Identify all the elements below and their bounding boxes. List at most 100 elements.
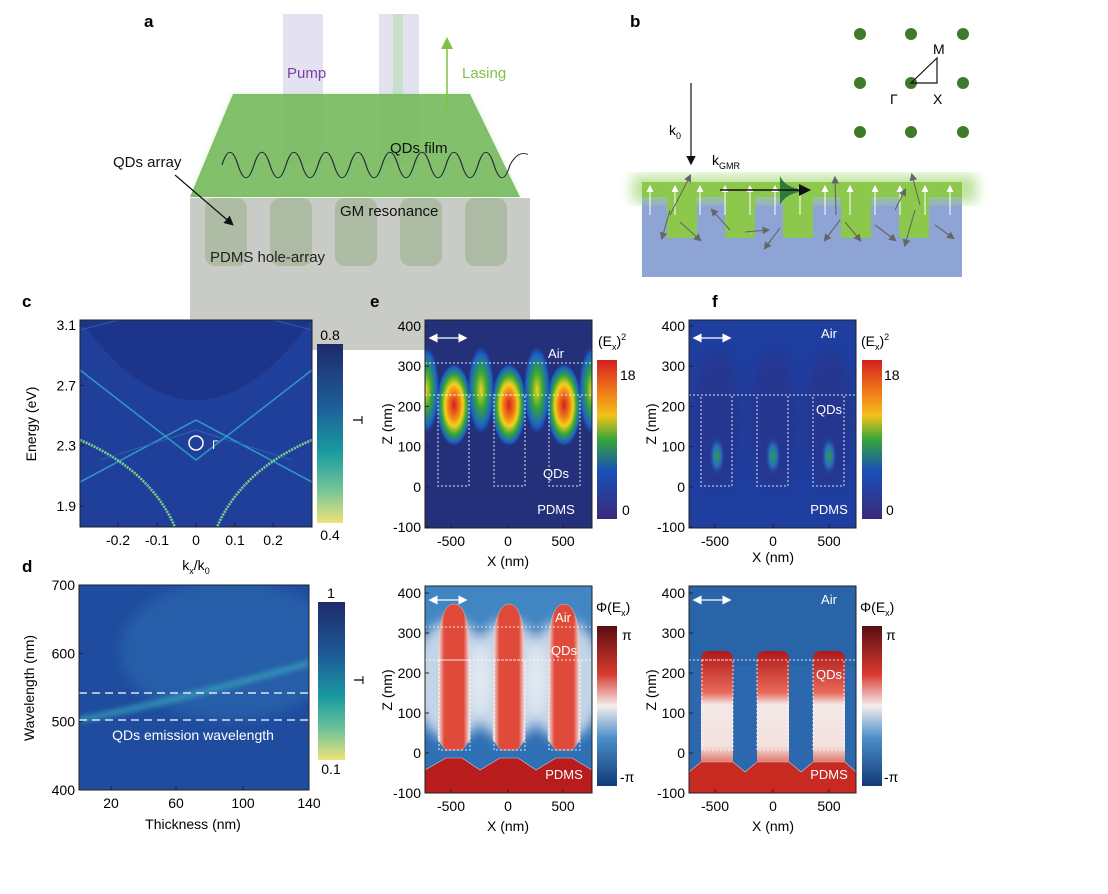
tick-label: 400 xyxy=(398,318,422,334)
tick-label: 400 xyxy=(662,585,686,601)
y-axis-label: Wavelength (nm) xyxy=(21,635,37,741)
brillouin-triangle xyxy=(909,56,938,84)
y-axis-label: Z (nm) xyxy=(643,403,659,444)
lasing-label: Lasing xyxy=(462,65,506,82)
tick-label: 0 xyxy=(769,798,777,814)
tick-label: 500 xyxy=(52,714,76,730)
tick-label: 600 xyxy=(52,645,76,661)
tick-label: 200 xyxy=(662,398,686,414)
c-xticks: -0.2 -0.1 0 0.1 0.2 xyxy=(106,523,283,548)
qds-label: QDs xyxy=(816,667,843,682)
y-axis-label: Z (nm) xyxy=(643,669,659,710)
tick-label: 500 xyxy=(551,798,575,814)
tick-label: 0 xyxy=(677,745,685,761)
tick-label: 60 xyxy=(168,795,184,811)
panel-d: d QDs emission wavelength 700 600 500 400 2… xyxy=(21,557,367,832)
tick-label: 300 xyxy=(398,358,422,374)
tick-label: 0.2 xyxy=(263,532,283,548)
panel-letter: b xyxy=(630,12,640,31)
tick-label: 400 xyxy=(52,782,76,798)
panel-letter: e xyxy=(370,292,379,311)
emission-wavelength-label: QDs emission wavelength xyxy=(112,727,274,743)
colorbar-min: 0.1 xyxy=(321,761,341,777)
intensity-colorbar xyxy=(862,360,882,519)
colorbar-min: 0.4 xyxy=(320,527,340,543)
d-yticks: 700 600 500 400 xyxy=(52,577,83,798)
tick-label: 1.9 xyxy=(57,498,77,514)
phase-colorbar-title: Φ(Ex) xyxy=(596,599,630,618)
phase-colorbar xyxy=(862,626,882,786)
colorbar-max: π xyxy=(886,627,896,643)
m-point-label: M xyxy=(933,41,945,57)
qds-film-label: QDs film xyxy=(390,140,448,157)
panel-letter: d xyxy=(22,557,32,576)
colorbar xyxy=(318,602,345,760)
panel-letter: c xyxy=(22,292,31,311)
tick-label: 100 xyxy=(398,439,422,455)
tick-label: 2.7 xyxy=(57,377,77,393)
y-axis-label: Z (nm) xyxy=(379,403,395,444)
panel-f: f Air QDs PDMS (Ex)2 18 0 xyxy=(643,292,900,834)
tick-label: 500 xyxy=(817,798,841,814)
gamma-point-label: Γ xyxy=(890,91,898,107)
qds-label: QDs xyxy=(543,466,570,481)
tick-label: -0.1 xyxy=(145,532,169,548)
phase-colorbar-title: Φ(Ex) xyxy=(860,599,894,618)
pdms-label: PDMS xyxy=(545,767,583,782)
qds-pillars xyxy=(667,196,929,238)
e-ticks: 400 300 200 100 0 -100 -500 0 500 400 300 200 100 0 -1… xyxy=(393,318,575,814)
tick-label: 3.1 xyxy=(57,317,77,333)
kgmr-label: kGMR xyxy=(712,152,740,171)
phase-colorbar xyxy=(597,626,617,786)
c-yticks: 3.1 2.7 2.3 1.9 xyxy=(57,317,84,514)
tick-label: 300 xyxy=(662,358,686,374)
tick-label: 400 xyxy=(662,318,686,334)
f-boundaries xyxy=(689,394,856,487)
intensity-colorbar-title: (Ex)2 xyxy=(861,332,889,352)
panel-b: b M Γ X xyxy=(630,12,977,277)
tick-label: -100 xyxy=(657,785,685,801)
tick-label: 100 xyxy=(398,705,422,721)
scattering-arrows xyxy=(659,172,955,250)
tick-label: 0 xyxy=(413,745,421,761)
k0-label: k0 xyxy=(669,122,681,141)
x-axis-label: kx/k0 xyxy=(182,557,209,576)
y-axis-label: Z (nm) xyxy=(379,669,395,710)
colorbar-min: -π xyxy=(620,769,635,785)
colorbar-max: 18 xyxy=(884,367,900,383)
tick-label: 0.1 xyxy=(225,532,245,548)
tick-label: 100 xyxy=(662,439,686,455)
colorbar-min: 0 xyxy=(622,502,630,518)
tick-label: -500 xyxy=(437,533,465,549)
tick-label: 100 xyxy=(231,795,255,811)
x-axis-label: Thickness (nm) xyxy=(145,816,241,832)
d-xticks: 20 60 100 140 xyxy=(103,786,321,811)
qds-label: QDs xyxy=(816,402,843,417)
tick-label: 200 xyxy=(398,665,422,681)
tick-label: -500 xyxy=(701,798,729,814)
tick-label: -500 xyxy=(437,798,465,814)
panel-letter: f xyxy=(712,292,718,311)
tick-label: 500 xyxy=(551,533,575,549)
x-axis-label: X (nm) xyxy=(487,553,529,569)
pdms-label: PDMS xyxy=(810,767,848,782)
tick-label: 700 xyxy=(52,577,76,593)
x-axis-label: X (nm) xyxy=(487,818,529,834)
tick-label: 20 xyxy=(103,795,119,811)
f-ticks: 400 300 200 100 0 -100 -500 0 500 400 300 200 100 0 -1… xyxy=(657,318,841,814)
pump-label: Pump xyxy=(287,65,326,82)
air-label: Air xyxy=(821,592,838,607)
qds-label: QDs xyxy=(551,643,578,658)
e-boundaries xyxy=(425,362,592,487)
tick-label: 100 xyxy=(662,705,686,721)
tick-label: 0 xyxy=(192,532,200,548)
tick-label: 0 xyxy=(504,798,512,814)
tick-label: 0 xyxy=(504,533,512,549)
pdms-label: PDMS hole-array xyxy=(210,249,326,266)
tick-label: 140 xyxy=(297,795,321,811)
lattice-dots xyxy=(854,28,969,138)
gm-wave xyxy=(221,151,529,179)
tick-label: 300 xyxy=(398,625,422,641)
f-phase-boundaries xyxy=(689,659,856,751)
emission-arrows xyxy=(646,185,954,215)
